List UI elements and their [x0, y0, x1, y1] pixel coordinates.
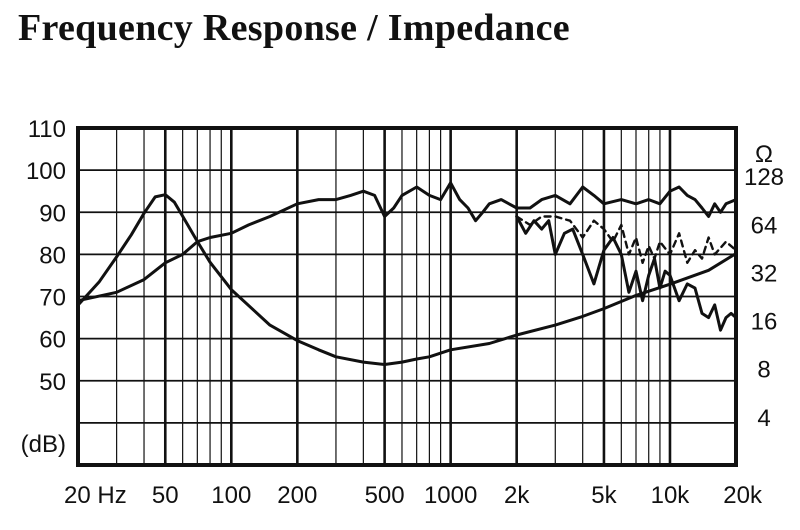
- x-tick-label: 500: [365, 482, 405, 509]
- plot-frame: [76, 126, 738, 467]
- response-curve-1: [515, 215, 738, 332]
- grid: [78, 128, 736, 465]
- x-tick-label: 20 Hz: [64, 482, 127, 509]
- y-left-tick-label: 110: [28, 116, 66, 143]
- x-tick-label: 20k: [723, 482, 763, 509]
- impedance-curve: [76, 193, 738, 366]
- x-tick-label: 200: [277, 482, 317, 509]
- y-left-tick-label: 90: [39, 200, 66, 227]
- y-left-tick-label: 60: [39, 327, 66, 354]
- y-left-tick-label: 50: [39, 369, 66, 396]
- chart-title: Frequency Response / Impedance: [18, 7, 570, 49]
- x-tick-label: 2k: [504, 482, 530, 509]
- y-right-tick-label: 8: [757, 357, 770, 384]
- y-right-tick-label: 4: [757, 405, 770, 432]
- plot-area: [76, 181, 738, 366]
- y-right-tick-label: 16: [751, 309, 778, 336]
- y-left-tick-label: 80: [39, 242, 66, 269]
- y-right-tick-label: 32: [751, 260, 778, 287]
- x-tick-label: 1000: [424, 482, 477, 509]
- response-curve-dashed: [515, 215, 738, 264]
- y-right-tick-label: 128: [744, 164, 784, 191]
- x-tick-label: 10k: [651, 482, 691, 509]
- y-right-tick-label: 64: [751, 212, 778, 239]
- x-tick-label: 50: [152, 482, 179, 509]
- y-right-unit-label: Ω: [755, 141, 773, 168]
- x-tick-label: 100: [211, 482, 251, 509]
- y-left-axis-label: (dB): [21, 431, 66, 458]
- response-curve-0: [76, 181, 738, 303]
- y-left-tick-label: 70: [39, 285, 66, 312]
- x-tick-label: 5k: [591, 482, 617, 509]
- y-left-tick-label: 100: [26, 158, 66, 185]
